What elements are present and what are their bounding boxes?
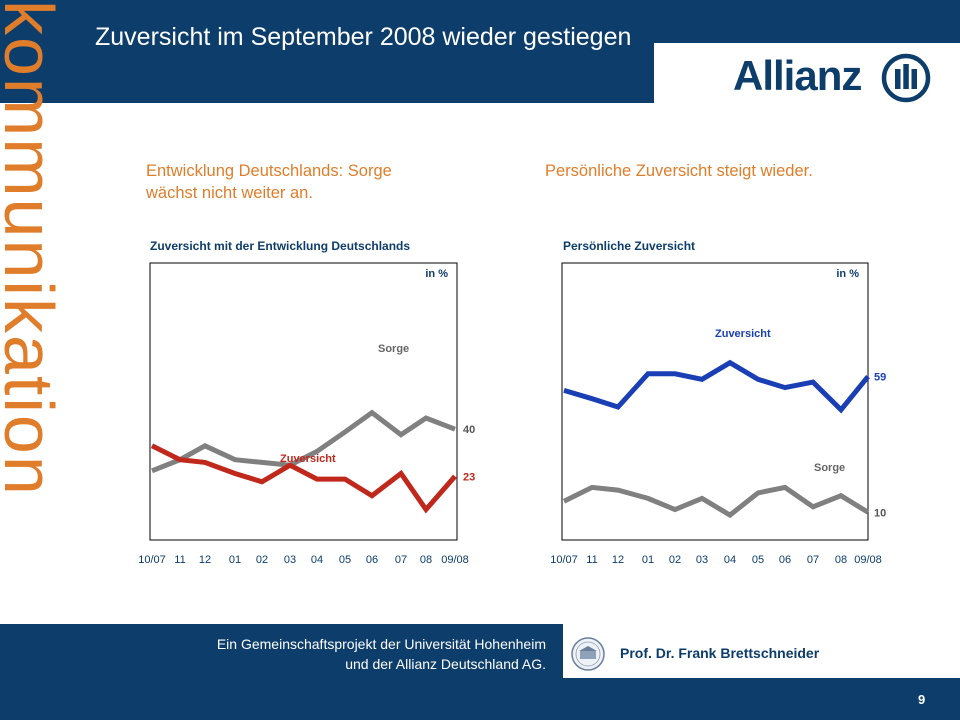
series-name-label: Sorge [814,462,845,474]
x-tick-label: 02 [669,554,681,566]
allianz-eagle-icon [881,53,931,103]
series-line-zuversicht [150,443,457,514]
series-name-label: Sorge [378,343,409,355]
footer-text: Ein Gemeinschaftsprojekt der Universität… [130,634,546,674]
chart-title-2: Persönliche Zuversicht [563,239,695,253]
end-value-label: 10 [874,507,886,519]
left-subtitle: Entwicklung Deutschlands: Sorge wächst n… [146,162,392,202]
x-tick-label: 02 [256,554,268,566]
end-value-label: 23 [463,471,475,483]
x-tick-label: 07 [807,554,819,566]
allianz-logo-text: Allianz [733,52,862,99]
unit-label-2: in % [836,268,859,280]
title-band [0,0,654,103]
x-tick-label: 05 [752,554,764,566]
x-tick-label: 10/07 [138,554,166,566]
right-subtitle: Persönliche Zuversicht steigt wieder. [545,162,813,180]
x-tick-label: 04 [724,554,736,566]
x-tick-label: 03 [284,554,296,566]
university-seal-icon [571,637,605,671]
logo-area [654,43,960,103]
series-line-sorge [562,484,870,519]
author-name: Prof. Dr. Frank Brettschneider [620,645,820,661]
footer-line-1: Ein Gemeinschaftsprojekt der Universität… [216,636,546,652]
plot-frame-1 [149,262,458,541]
unit-label-1: in % [425,268,448,280]
series-line-sorge [151,409,456,474]
x-tick-label: 08 [835,554,847,566]
x-tick-label: 11 [586,554,597,566]
x-tick-label: 04 [311,554,323,566]
series-name-label: Zuversicht [715,328,771,340]
x-tick-label: 03 [696,554,708,566]
series-name-label: Zuversicht [280,453,336,465]
x-tick-label: 07 [395,554,407,566]
vertical-brand-word: kommunikation [0,0,68,497]
x-tick-label: 09/08 [854,554,882,566]
x-tick-label: 01 [229,554,241,566]
plot-frame-2 [561,262,869,541]
x-tick-label: 12 [199,554,211,566]
x-tick-label: 12 [612,554,624,566]
x-tick-label: 10/07 [550,554,578,566]
x-tick-label: 06 [366,554,378,566]
slide-title: Zuversicht im September 2008 wieder gest… [95,23,632,51]
end-value-label: 40 [463,424,475,436]
x-tick-label: 01 [642,554,654,566]
x-tick-label: 05 [339,554,351,566]
x-tick-label: 06 [779,554,791,566]
footer-band [0,624,563,720]
chart-title-1: Zuversicht mit der Entwicklung Deutschla… [150,239,410,253]
x-tick-label: 11 [174,554,185,566]
x-tick-label: 09/08 [441,554,469,566]
x-tick-label: 08 [420,554,432,566]
series-line-zuversicht [563,359,870,414]
footer-band-right [563,678,960,720]
end-value-label: 59 [874,372,886,384]
page-number: 9 [918,692,926,707]
footer-line-2: und der Allianz Deutschland AG. [345,656,546,672]
